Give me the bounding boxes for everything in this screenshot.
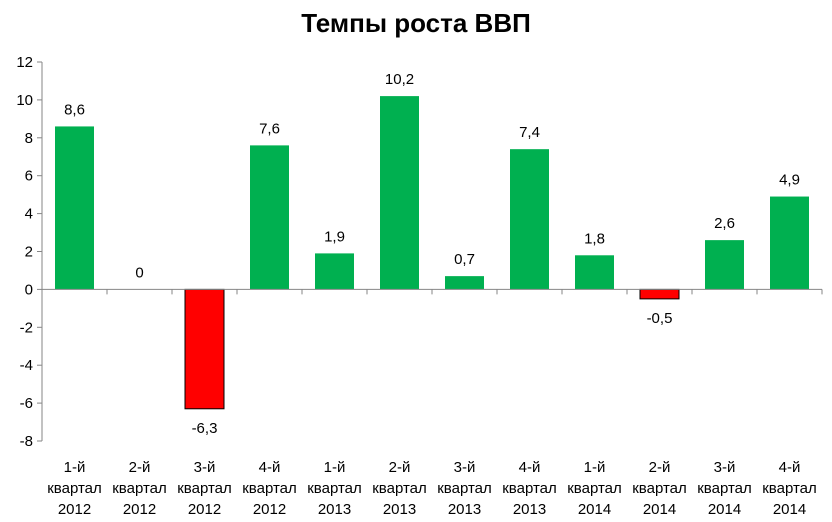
data-label: -0,5 <box>647 310 673 327</box>
y-tick-label: -4 <box>20 357 33 374</box>
bar <box>705 240 744 290</box>
y-tick-label: -6 <box>20 395 33 412</box>
x-tick-label: 2014 <box>643 501 676 518</box>
x-tick-label: 3-й <box>194 459 216 476</box>
bar <box>575 255 614 290</box>
x-tick-label: 2013 <box>448 501 481 518</box>
x-tick-label: квартал <box>502 480 557 497</box>
data-label: 4,9 <box>779 172 800 189</box>
x-tick-label: квартал <box>762 480 817 497</box>
x-tick-label: квартал <box>47 480 102 497</box>
x-tick-label: квартал <box>632 480 687 497</box>
x-tick-label: 2014 <box>708 501 741 518</box>
x-tick-label: 2014 <box>578 501 611 518</box>
x-tick-label: 4-й <box>779 459 801 476</box>
x-tick-label: 2012 <box>253 501 286 518</box>
x-tick-label: 2-й <box>129 459 151 476</box>
x-tick-label: 1-й <box>64 459 86 476</box>
x-tick-label: 2012 <box>188 501 221 518</box>
x-tick-label: 2012 <box>123 501 156 518</box>
y-tick-label: 4 <box>25 206 33 223</box>
x-tick-label: 2013 <box>318 501 351 518</box>
x-tick-label: 4-й <box>519 459 541 476</box>
data-label: 1,8 <box>584 230 605 247</box>
y-tick-label: 12 <box>16 54 33 71</box>
x-tick-label: 2013 <box>513 501 546 518</box>
x-tick-label: 1-й <box>324 459 346 476</box>
x-tick-label: 2013 <box>383 501 416 518</box>
bar <box>184 288 225 410</box>
data-label: 7,6 <box>259 120 280 137</box>
bar <box>510 149 549 290</box>
y-tick-label: -8 <box>20 433 33 450</box>
bar <box>250 145 289 290</box>
y-tick-label: 6 <box>25 168 33 185</box>
y-tick-label: 10 <box>16 92 33 109</box>
x-tick-label: квартал <box>177 480 232 497</box>
y-tick-label: -2 <box>20 319 33 336</box>
x-tick-label: квартал <box>372 480 427 497</box>
x-tick-label: 3-й <box>454 459 476 476</box>
x-tick-label: 2012 <box>58 501 91 518</box>
bar <box>770 196 809 290</box>
data-label: 1,9 <box>324 228 345 245</box>
y-tick-label: 0 <box>25 281 33 298</box>
bar <box>315 253 354 290</box>
chart-title: Темпы роста ВВП <box>301 8 531 38</box>
bar <box>445 276 484 290</box>
x-tick-label: квартал <box>697 480 752 497</box>
x-tick-label: квартал <box>567 480 622 497</box>
data-label: 0 <box>135 264 143 281</box>
bar <box>639 288 680 300</box>
x-tick-label: квартал <box>307 480 362 497</box>
x-tick-label: квартал <box>112 480 167 497</box>
data-label: 10,2 <box>385 71 414 88</box>
x-tick-label: 3-й <box>714 459 736 476</box>
bar <box>55 126 94 290</box>
data-label: -6,3 <box>192 420 218 437</box>
y-tick-label: 8 <box>25 130 33 147</box>
data-label: 8,6 <box>64 101 85 118</box>
x-tick-label: квартал <box>437 480 492 497</box>
x-tick-label: 2014 <box>773 501 806 518</box>
data-label: 2,6 <box>714 215 735 232</box>
x-tick-label: 4-й <box>259 459 281 476</box>
x-tick-label: 2-й <box>649 459 671 476</box>
x-tick-label: 2-й <box>389 459 411 476</box>
data-label: 7,4 <box>519 124 540 141</box>
bar <box>380 96 419 290</box>
x-tick-label: 1-й <box>584 459 606 476</box>
y-tick-label: 2 <box>25 244 33 261</box>
x-tick-label: квартал <box>242 480 297 497</box>
data-label: 0,7 <box>454 251 475 268</box>
